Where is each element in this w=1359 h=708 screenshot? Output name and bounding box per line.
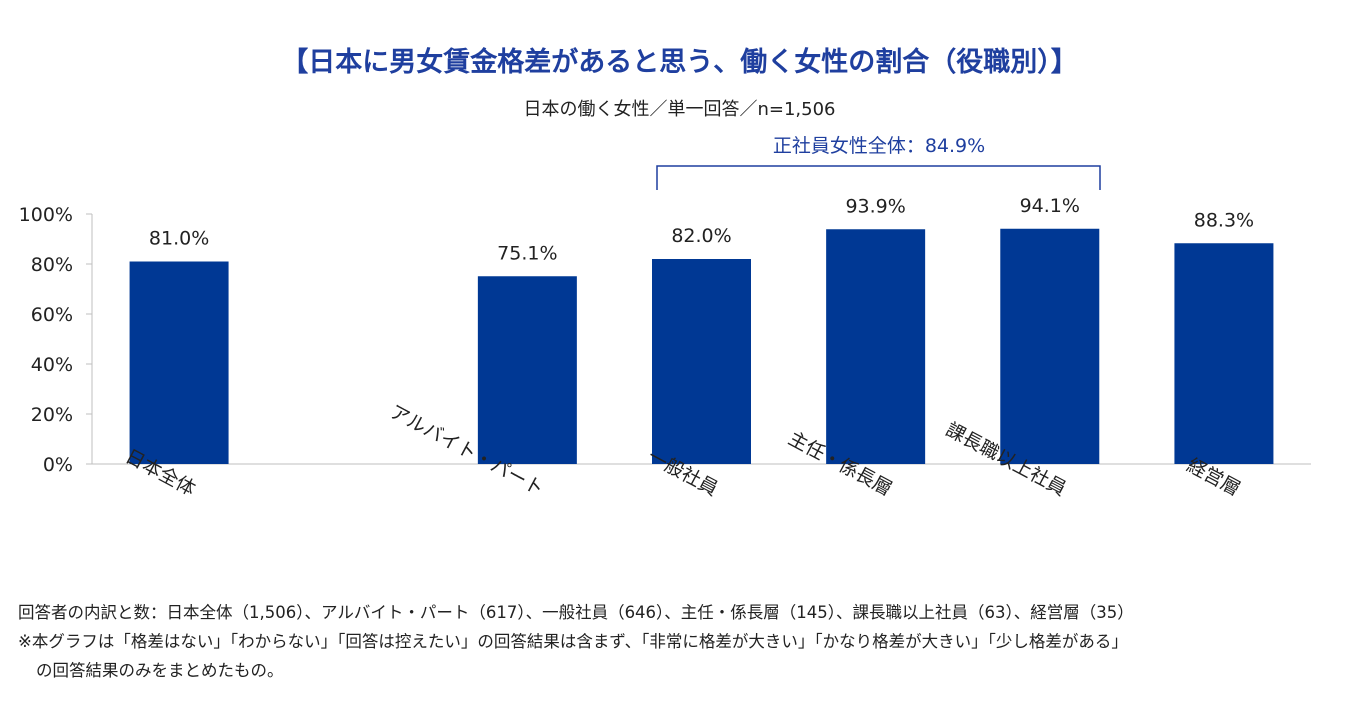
bar <box>826 229 926 464</box>
data-label: 82.0% <box>671 225 731 247</box>
y-tick-label: 100% <box>19 204 73 226</box>
bar <box>1174 243 1274 464</box>
bar-chart: 正社員女性全体：84.9% 100%80%60%40%20%0% 81.0%日本… <box>19 135 1311 500</box>
footnotes: 回答者の内訳と数：日本全体（1,506）、アルバイト・パート（617）、一般社員… <box>18 598 1348 685</box>
data-label: 75.1% <box>497 242 557 264</box>
data-label: 81.0% <box>149 228 209 250</box>
y-tick-label: 0% <box>43 454 73 476</box>
chart-title: 【日本に男女賃金格差があると思う、働く女性の割合（役職別）】 <box>281 47 1078 78</box>
chart-subtitle: 日本の働く女性／単一回答／n=1,506 <box>523 99 836 120</box>
y-tick-label: 60% <box>31 304 73 326</box>
fulltime-bracket <box>656 165 1101 190</box>
bar <box>652 259 751 464</box>
bracket-label: 正社員女性全体：84.9% <box>773 135 985 157</box>
bar <box>477 276 577 464</box>
bar <box>129 261 229 464</box>
y-tick-label: 40% <box>31 354 73 376</box>
footnote-note: ※本グラフは「格差はない」「わからない」「回答は控えたい」の回答結果は含まず、「… <box>18 632 1128 651</box>
data-label: 93.9% <box>845 195 905 217</box>
y-tick-label: 80% <box>31 254 73 276</box>
y-tick-label: 20% <box>31 404 73 426</box>
data-label: 94.1% <box>1020 195 1080 217</box>
data-label: 88.3% <box>1194 209 1254 231</box>
footnote-breakdown: 回答者の内訳と数：日本全体（1,506）、アルバイト・パート（617）、一般社員… <box>18 603 1134 622</box>
footnote-note-cont: の回答結果のみをまとめたもの。 <box>36 661 284 680</box>
bar <box>1000 228 1100 464</box>
